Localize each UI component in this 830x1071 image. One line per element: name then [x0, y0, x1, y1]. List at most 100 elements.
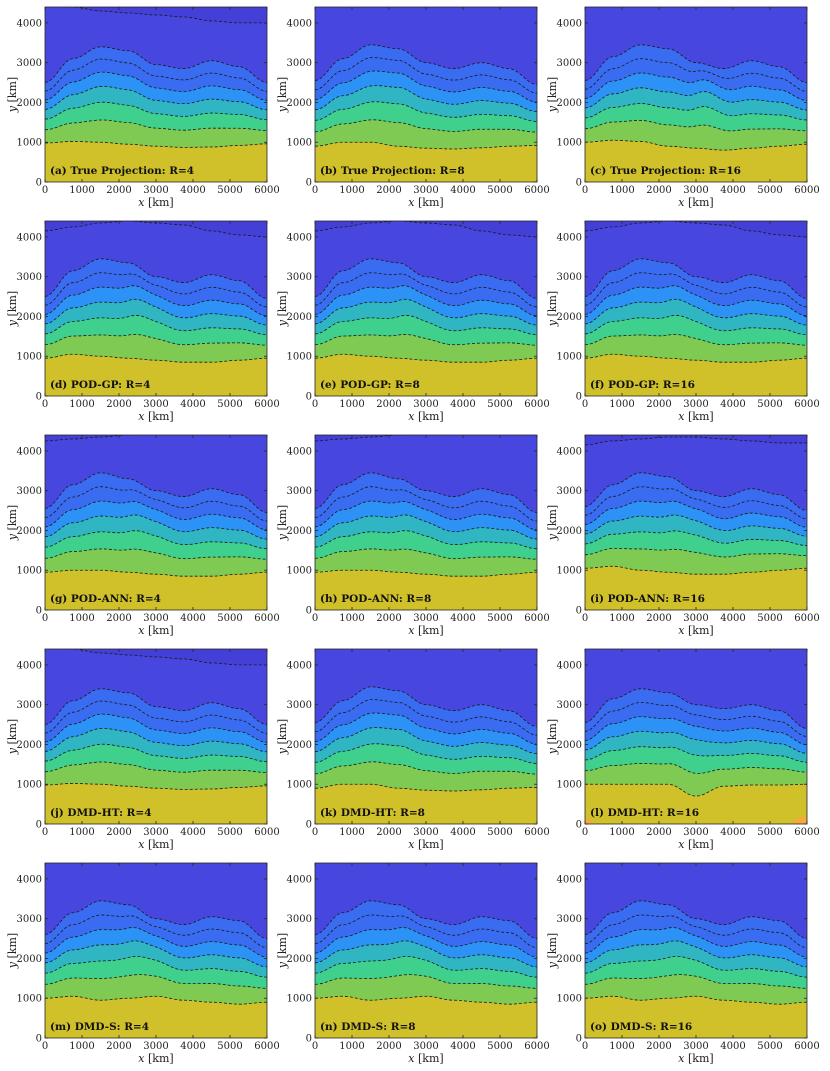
x-tick-label: 4000	[720, 827, 745, 838]
x-tick-label: 0	[42, 613, 48, 624]
contour-line	[315, 940, 537, 968]
contour-line	[315, 119, 537, 133]
y-tick-label: 3000	[557, 486, 582, 497]
contour-band	[45, 996, 267, 1038]
y-tick-label: 4000	[17, 446, 42, 457]
panel-label: (l) DMD-HT: R=16	[590, 807, 699, 819]
x-tick-label: 1000	[69, 399, 94, 410]
x-tick-label: 0	[582, 827, 588, 838]
x-tick-label: 1000	[69, 827, 94, 838]
panel-i: 0 1000 2000 3000 4000 5000 6000 0 1000 2000 3000 40…	[546, 434, 820, 637]
contour-band	[315, 142, 537, 182]
x-axis-label: x [km]	[408, 196, 443, 209]
panel-e: 0 1000 2000 3000 4000 5000 6000 0 1000 2000 3000 40…	[276, 220, 550, 423]
x-tick-label: 6000	[524, 827, 549, 838]
x-tick-label: 6000	[794, 185, 819, 196]
x-tick-label: 3000	[683, 613, 708, 624]
x-axis-label: x [km]	[138, 196, 173, 209]
y-tick-label: 0	[306, 392, 312, 403]
contour-line	[315, 57, 537, 94]
x-tick-label: 3000	[413, 399, 438, 410]
contour-line	[45, 927, 267, 958]
x-tick-label: 0	[582, 399, 588, 410]
contour-field	[585, 863, 807, 1038]
y-tick-label: 3000	[557, 58, 582, 69]
contour-line	[315, 285, 537, 317]
contour-band	[585, 435, 807, 445]
x-tick-label: 0	[582, 613, 588, 624]
x-tick-label: 4000	[180, 185, 205, 196]
contour-line	[45, 46, 267, 83]
contour-field	[45, 221, 267, 396]
y-tick-label: 3000	[17, 914, 42, 925]
y-tick-label: 2000	[557, 526, 582, 537]
panel-label: (c) True Projection: R=16	[590, 165, 741, 177]
x-axis-label: x [km]	[408, 624, 443, 637]
contour-line	[585, 716, 807, 746]
y-tick-label: 4000	[287, 660, 312, 671]
contour-field	[585, 649, 807, 824]
y-tick-label: 1000	[287, 994, 312, 1005]
x-tick-label: 4000	[180, 1041, 205, 1052]
x-tick-label: 4000	[450, 185, 475, 196]
x-tick-label: 6000	[254, 1041, 279, 1052]
panel-label: (h) POD-ANN: R=8	[320, 593, 431, 605]
y-axis-label: y [km]	[6, 933, 19, 969]
y-tick-label: 4000	[287, 446, 312, 457]
contour-line	[45, 713, 267, 743]
contour-line	[585, 688, 807, 729]
y-tick-label: 2000	[17, 954, 42, 965]
x-tick-label: 6000	[794, 613, 819, 624]
x-tick-label: 2000	[646, 827, 671, 838]
contour-line	[585, 472, 807, 511]
y-tick-label: 4000	[17, 232, 42, 243]
x-tick-label: 6000	[254, 185, 279, 196]
contour-line	[315, 486, 537, 522]
y-tick-label: 2000	[287, 954, 312, 965]
x-tick-label: 1000	[609, 1041, 634, 1052]
contour-line	[315, 914, 537, 949]
contour-line	[45, 298, 267, 326]
y-tick-label: 0	[576, 606, 582, 617]
x-tick-label: 4000	[450, 1041, 475, 1052]
x-tick-label: 2000	[376, 1041, 401, 1052]
contour-line	[315, 315, 537, 336]
panel-label: (m) DMD-S: R=4	[50, 1021, 149, 1033]
y-tick-label: 1000	[17, 352, 42, 363]
contour-line	[315, 712, 537, 745]
contour-band	[793, 817, 807, 824]
y-tick-label: 4000	[287, 18, 312, 29]
contour-line	[45, 315, 267, 336]
contour-line	[315, 699, 537, 736]
contour-line	[585, 763, 807, 774]
y-tick-label: 2000	[287, 526, 312, 537]
x-tick-label: 4000	[450, 399, 475, 410]
contour-line	[45, 353, 267, 363]
contour-line	[45, 119, 267, 131]
x-tick-label: 1000	[339, 185, 364, 196]
contour-line	[585, 103, 807, 121]
contour-line	[45, 995, 267, 1005]
x-axis-label: x [km]	[678, 196, 713, 209]
x-tick-label: 5000	[217, 613, 242, 624]
contour-band	[585, 819, 593, 824]
x-axis-label: x [km]	[138, 410, 173, 423]
x-tick-label: 4000	[450, 613, 475, 624]
y-tick-label: 3000	[557, 272, 582, 283]
y-axis-label: y [km]	[6, 505, 19, 541]
y-axis-label: y [km]	[276, 719, 289, 755]
contour-line	[45, 548, 267, 560]
x-tick-label: 6000	[794, 399, 819, 410]
x-axis-label: x [km]	[678, 838, 713, 851]
x-tick-label: 4000	[720, 399, 745, 410]
contour-line	[45, 940, 267, 968]
panel-label: (n) DMD-S: R=8	[320, 1021, 416, 1033]
x-tick-label: 3000	[683, 1041, 708, 1052]
y-tick-label: 3000	[17, 58, 42, 69]
y-tick-label: 1000	[17, 780, 42, 791]
contour-line	[45, 530, 267, 550]
x-tick-label: 0	[312, 185, 318, 196]
y-axis-label: y [km]	[6, 291, 19, 327]
contour-line	[45, 727, 267, 753]
y-tick-label: 0	[36, 1034, 42, 1045]
